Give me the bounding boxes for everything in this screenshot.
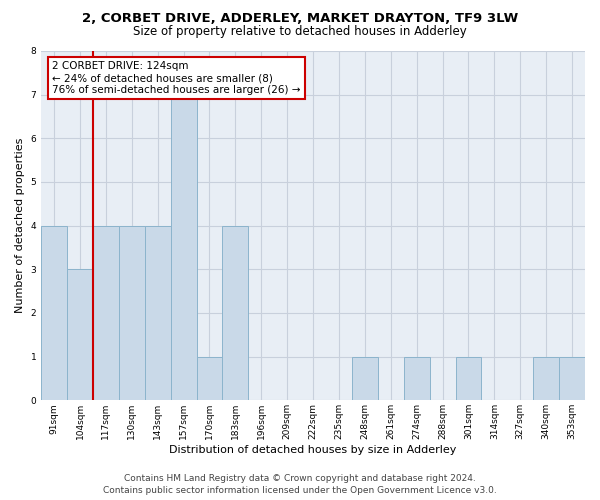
Bar <box>559 356 585 401</box>
Text: Size of property relative to detached houses in Adderley: Size of property relative to detached ho… <box>133 25 467 38</box>
Bar <box>197 356 223 401</box>
Bar <box>41 226 67 400</box>
Bar <box>93 226 119 400</box>
Text: 2, CORBET DRIVE, ADDERLEY, MARKET DRAYTON, TF9 3LW: 2, CORBET DRIVE, ADDERLEY, MARKET DRAYTO… <box>82 12 518 26</box>
Text: 2 CORBET DRIVE: 124sqm
← 24% of detached houses are smaller (8)
76% of semi-deta: 2 CORBET DRIVE: 124sqm ← 24% of detached… <box>52 62 301 94</box>
Bar <box>170 94 197 401</box>
Y-axis label: Number of detached properties: Number of detached properties <box>15 138 25 314</box>
Bar <box>223 226 248 400</box>
Bar <box>119 226 145 400</box>
Bar <box>352 356 378 401</box>
Bar <box>145 226 170 400</box>
Bar <box>404 356 430 401</box>
X-axis label: Distribution of detached houses by size in Adderley: Distribution of detached houses by size … <box>169 445 457 455</box>
Bar <box>455 356 481 401</box>
Bar <box>533 356 559 401</box>
Text: Contains HM Land Registry data © Crown copyright and database right 2024.
Contai: Contains HM Land Registry data © Crown c… <box>103 474 497 495</box>
Bar <box>67 270 93 400</box>
